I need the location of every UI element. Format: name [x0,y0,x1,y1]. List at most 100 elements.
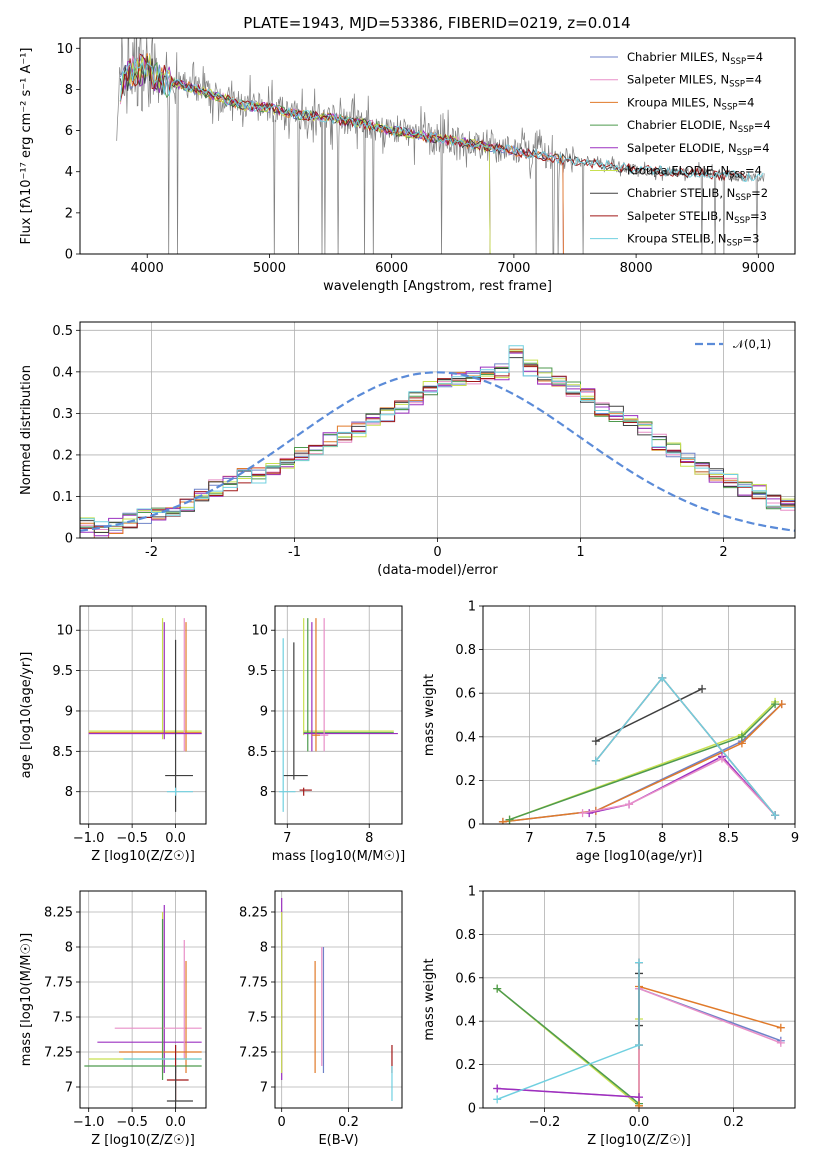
observed-spectrum [116,38,765,254]
x-tick-label: 7000 [497,261,530,276]
weight-line-1 [496,988,640,1105]
chart-weight_vs_age: 7 7.5 8 8.5 9 0 0.2 0.4 0.6 0.8 1 age [log10(age/yr… [422,600,799,865]
legend-label-sub: SSP [722,102,738,112]
chart-mass_vs_ebv: 0 0.2 7 7.25 7.5 7.75 8 8.25 E(B-V) [239,890,403,1148]
legend-label: Kroupa MILES, NSSP=4 [627,95,754,112]
y-tick-label: 7.75 [239,976,268,991]
legend-label-tail: =2 [751,186,768,200]
legend-label-main: Salpeter STELIB, N [627,209,734,223]
model-line-8 [119,58,764,183]
weight-marker [771,700,780,709]
weight-line-2 [638,985,782,1106]
weight-line-8 [595,676,776,816]
x-tick-label: −1.0 [73,831,105,846]
weight-line-5 [582,757,776,816]
weight-marker [635,1093,643,1102]
weight-marker [658,673,667,682]
legend-label: Chabrier ELODIE, NSSP=4 [627,118,771,135]
chart-residuals: -2 -1 0 1 2 0 0.1 0.2 0.3 0.4 0.5 (data-model)/erro… [19,321,796,578]
y-tick-label: 9.5 [52,664,73,679]
y-tick-label: 8.25 [44,906,73,921]
legend-label-sub: SSP [737,148,753,158]
y-tick-label: 0.1 [52,490,73,505]
axes-frame [79,37,796,255]
legend-label: Salpeter STELIB, NSSP=3 [627,209,767,226]
legend-label-sub: SSP [729,80,745,90]
legend-label-main: Salpeter MILES, N [627,73,729,87]
x-tick-label: 0.0 [165,1115,186,1130]
y-tick-label: 0 [468,1102,476,1117]
weight-marker [717,754,726,763]
axes-frame [79,605,207,825]
y-tick-label: 0.6 [455,971,476,986]
legend-label-main: Chabrier MILES, N [627,50,730,64]
weight-marker [591,756,600,765]
y-tick-label: 4 [65,165,73,180]
weight-line-3 [509,703,776,821]
weight-line-6 [595,688,703,742]
plot-area [116,38,765,254]
x-axis-label: E(B-V) [318,1133,358,1148]
x-tick-label: 9 [791,831,799,846]
x-axis-label: Z [log10(Z/Z☉)] [91,849,195,864]
legend-label: Salpeter ELODIE, NSSP=4 [627,141,770,158]
legend-label-main: Kroupa STELIB, N [627,232,727,246]
chart-age_vs_mass: 7 8 8 8.5 9 9.5 10 mass [log10(M/M☉)] [247,605,405,864]
legend-label-main: Chabrier STELIB, N [627,186,735,200]
x-tick-label: 0 [278,1115,286,1130]
y-tick-label: 0.2 [455,1058,476,1073]
axes-frame [482,890,796,1109]
axes-frame [274,890,403,1109]
weight-line-0 [502,703,783,823]
weight-marker [498,817,507,824]
x-tick-label: −0.5 [116,831,148,846]
weight-marker [698,684,707,693]
weight-line-1 [502,703,783,823]
x-tick-label: 6000 [375,261,408,276]
y-tick-label: 10 [251,624,268,639]
x-tick-label: 7.5 [586,831,607,846]
y-tick-label: 0.8 [455,643,476,658]
x-tick-label: 4000 [131,261,164,276]
x-axis-label: wavelength [Angstrom, rest frame] [323,279,552,294]
y-axis-label: Normed distribution [19,365,34,495]
y-tick-label: 7.5 [247,1011,268,1026]
y-tick-label: 8 [260,785,268,800]
y-tick-label: 10 [56,42,73,57]
chart-weight_vs_Z: −0.2 0.0 0.2 0 0.2 0.4 0.6 0.8 1 Z [log10(Z/Z☉)] m… [422,885,796,1148]
y-tick-label: 9.5 [247,664,268,679]
y-tick-label: 6 [65,124,73,139]
x-axis-label: age [log10(age/yr)] [576,849,703,864]
y-axis-label: age [log10(age/yr)] [19,652,34,779]
legend-label-main: Kroupa ELODIE, N [627,164,729,178]
y-tick-label: 0.8 [455,928,476,943]
weight-marker [505,815,514,824]
x-tick-label: 2 [719,545,727,560]
legend-label-tail: =4 [737,95,754,109]
legend-label-gaussian: 𝒩(0,1) [733,337,771,351]
x-tick-label: 0.0 [629,1115,650,1130]
y-tick-label: 8.25 [239,906,268,921]
weight-line-8 [496,962,640,1101]
x-tick-label: 7 [525,831,533,846]
x-axis-label: Z [log10(Z/Z☉)] [587,1133,691,1148]
legend-label: Chabrier STELIB, NSSP=2 [627,186,768,203]
weight-marker [776,1038,785,1047]
plot-area [80,345,795,538]
legend-label-sub: SSP [727,239,743,249]
x-tick-label: 8 [658,831,666,846]
plot-area [279,618,398,812]
y-axis-label: Flux [fλ10⁻¹⁷ erg cm⁻² s⁻¹ A⁻¹] [19,48,34,245]
x-tick-label: 8.5 [718,831,739,846]
x-tick-label: 0.0 [165,831,186,846]
x-tick-label: 5000 [253,261,286,276]
y-tick-label: 9 [65,704,73,719]
x-tick-label: 1 [576,545,584,560]
x-tick-label: −0.5 [116,1115,148,1130]
weight-marker [635,1041,643,1050]
chart-mass_vs_Z: −1.0 −0.5 0.0 7 7.25 7.5 7.75 8 8.25 Z [log10(Z/Z… [19,890,207,1148]
y-tick-label: 8.5 [52,745,73,760]
y-tick-label: 0.5 [52,324,73,339]
figure-title: PLATE=1943, MJD=53386, FIBERID=0219, z=0… [243,14,630,32]
